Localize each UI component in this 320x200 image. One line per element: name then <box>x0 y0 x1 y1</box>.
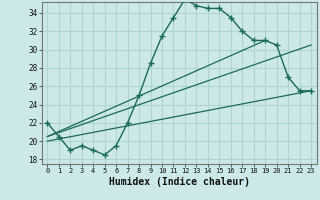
X-axis label: Humidex (Indice chaleur): Humidex (Indice chaleur) <box>109 177 250 187</box>
